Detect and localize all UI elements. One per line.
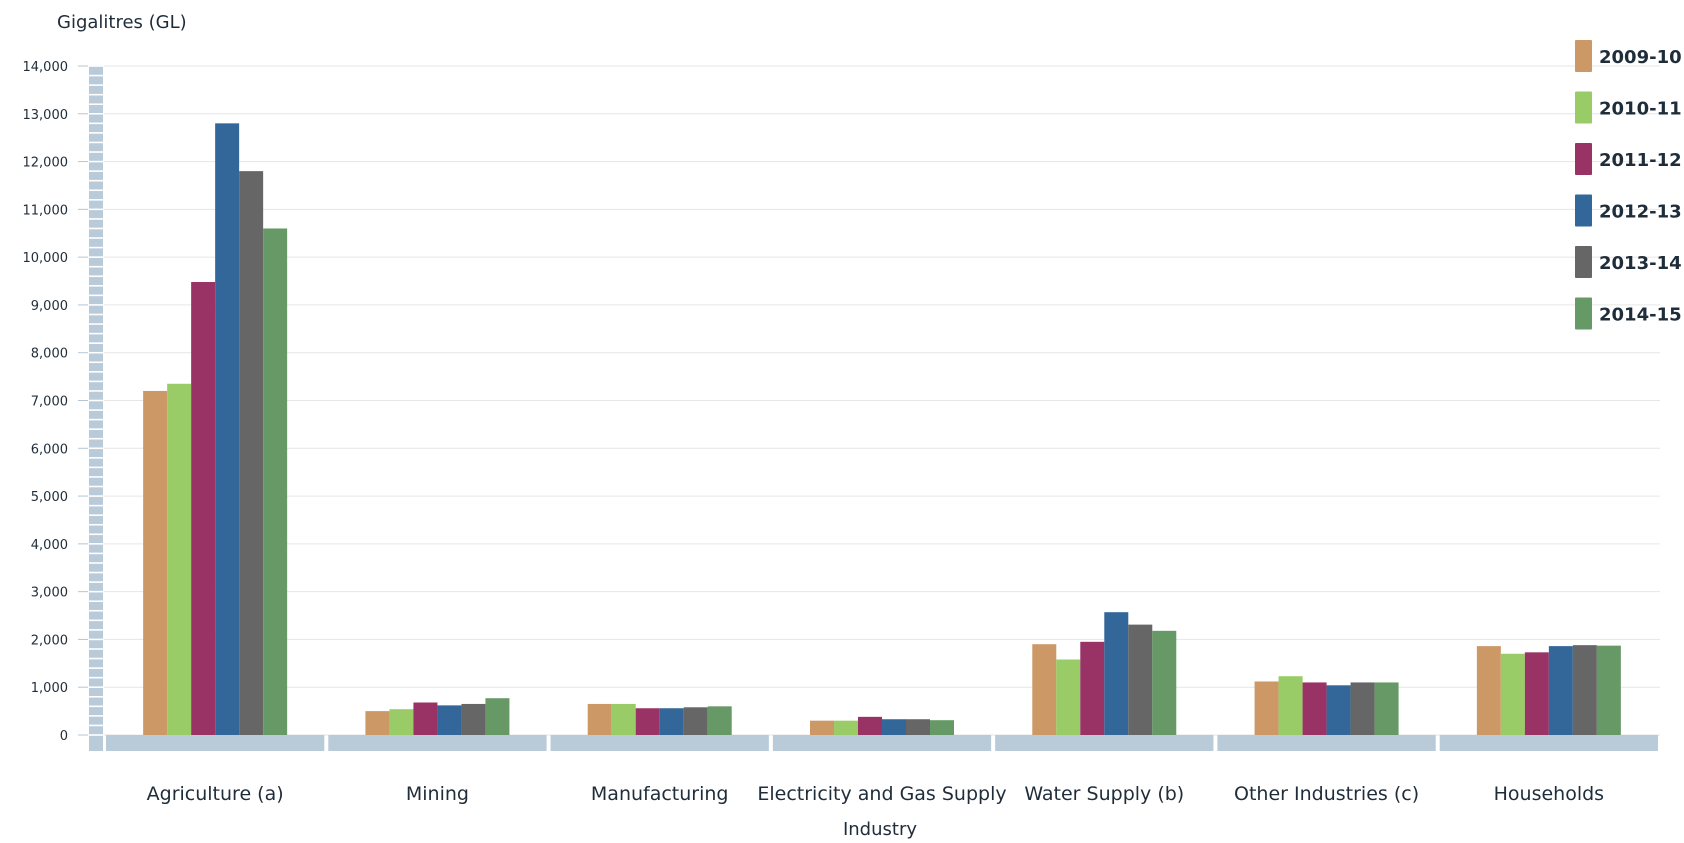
- bar: [930, 720, 954, 735]
- bar: [143, 390, 168, 735]
- bar: [461, 703, 486, 735]
- bar: [1548, 646, 1573, 735]
- bar: [810, 720, 834, 735]
- x-axis-segment: [106, 735, 325, 751]
- legend-label: 2014-15: [1599, 305, 1682, 326]
- legend-label: 2011-12: [1599, 150, 1682, 171]
- bar: [1104, 612, 1129, 735]
- bar: [485, 698, 510, 735]
- bar: [1128, 624, 1153, 735]
- bar: [437, 705, 462, 735]
- bar: [882, 719, 906, 735]
- category-label: Mining: [406, 783, 469, 805]
- x-axis-segment: [1439, 735, 1658, 751]
- y-tick-label: 3,000: [31, 586, 68, 601]
- bar: [263, 228, 288, 735]
- y-tick-label: 10,000: [23, 251, 69, 266]
- bar: [167, 383, 192, 735]
- y-tick-label: 9,000: [31, 299, 68, 314]
- x-axis-segment: [550, 735, 769, 751]
- bar: [1374, 682, 1399, 735]
- legend-swatch: [1575, 297, 1592, 330]
- bar: [1596, 645, 1621, 735]
- y-tick-label: 2,000: [31, 633, 68, 648]
- y-tick-label: 4,000: [31, 538, 68, 553]
- bar: [834, 720, 858, 735]
- legend-label: 2010-11: [1599, 99, 1682, 120]
- legend-label: 2012-13: [1599, 202, 1682, 223]
- bar: [1278, 676, 1303, 735]
- y-tick-label: 8,000: [31, 347, 68, 362]
- x-axis-segment: [995, 735, 1214, 751]
- y-tick-label: 0: [60, 729, 68, 744]
- bar: [1254, 681, 1279, 735]
- y-tick-label: 13,000: [23, 108, 69, 123]
- bar: [611, 703, 636, 735]
- legend-swatch: [1575, 194, 1592, 227]
- y-tick-label: 14,000: [23, 60, 69, 75]
- legend-swatch: [1575, 40, 1592, 72]
- category-label: Electricity and Gas Supply: [757, 783, 1006, 805]
- bar: [413, 702, 438, 735]
- bar: [365, 711, 390, 735]
- bar: [683, 707, 708, 735]
- x-axis-title: Industry: [843, 819, 917, 839]
- category-label: Water Supply (b): [1024, 783, 1184, 805]
- legend-swatch: [1575, 143, 1592, 175]
- bar: [1350, 682, 1375, 735]
- y-axis-title: Gigalitres (GL): [57, 12, 187, 33]
- y-tick-label: 7,000: [31, 395, 68, 410]
- bar: [707, 706, 732, 735]
- bar: [1302, 682, 1327, 735]
- bar: [239, 171, 264, 736]
- bar: [1152, 630, 1177, 735]
- x-axis-segment: [1217, 735, 1436, 751]
- bar: [1080, 641, 1105, 735]
- bar: [1056, 659, 1081, 735]
- bar: [1326, 685, 1351, 735]
- bar: [215, 123, 240, 736]
- bar: [635, 708, 660, 735]
- y-tick-label: 5,000: [31, 490, 68, 505]
- x-axis-segment: [328, 735, 547, 751]
- bar: [389, 709, 414, 735]
- legend-label: 2013-14: [1599, 253, 1682, 274]
- bar: [1476, 646, 1501, 735]
- bar: [906, 719, 930, 735]
- category-label: Households: [1494, 783, 1604, 805]
- legend-swatch: [1575, 246, 1592, 278]
- category-label: Agriculture (a): [147, 783, 284, 805]
- bar: [1572, 645, 1597, 735]
- bar: [191, 281, 216, 735]
- bar: [587, 703, 612, 735]
- y-tick-label: 1,000: [31, 681, 68, 696]
- legend-swatch: [1575, 91, 1592, 124]
- legend-label: 2009-10: [1599, 47, 1682, 68]
- bar: [1500, 653, 1525, 735]
- y-tick-label: 6,000: [31, 442, 68, 457]
- category-label: Other Industries (c): [1234, 783, 1419, 805]
- bar: [659, 708, 684, 735]
- bar: [858, 716, 882, 735]
- y-tick-label: 12,000: [23, 156, 69, 171]
- category-label: Manufacturing: [591, 783, 729, 805]
- x-axis-segment: [772, 735, 992, 751]
- bar: [1032, 644, 1057, 735]
- bar: [1524, 652, 1549, 735]
- y-tick-label: 11,000: [23, 203, 69, 218]
